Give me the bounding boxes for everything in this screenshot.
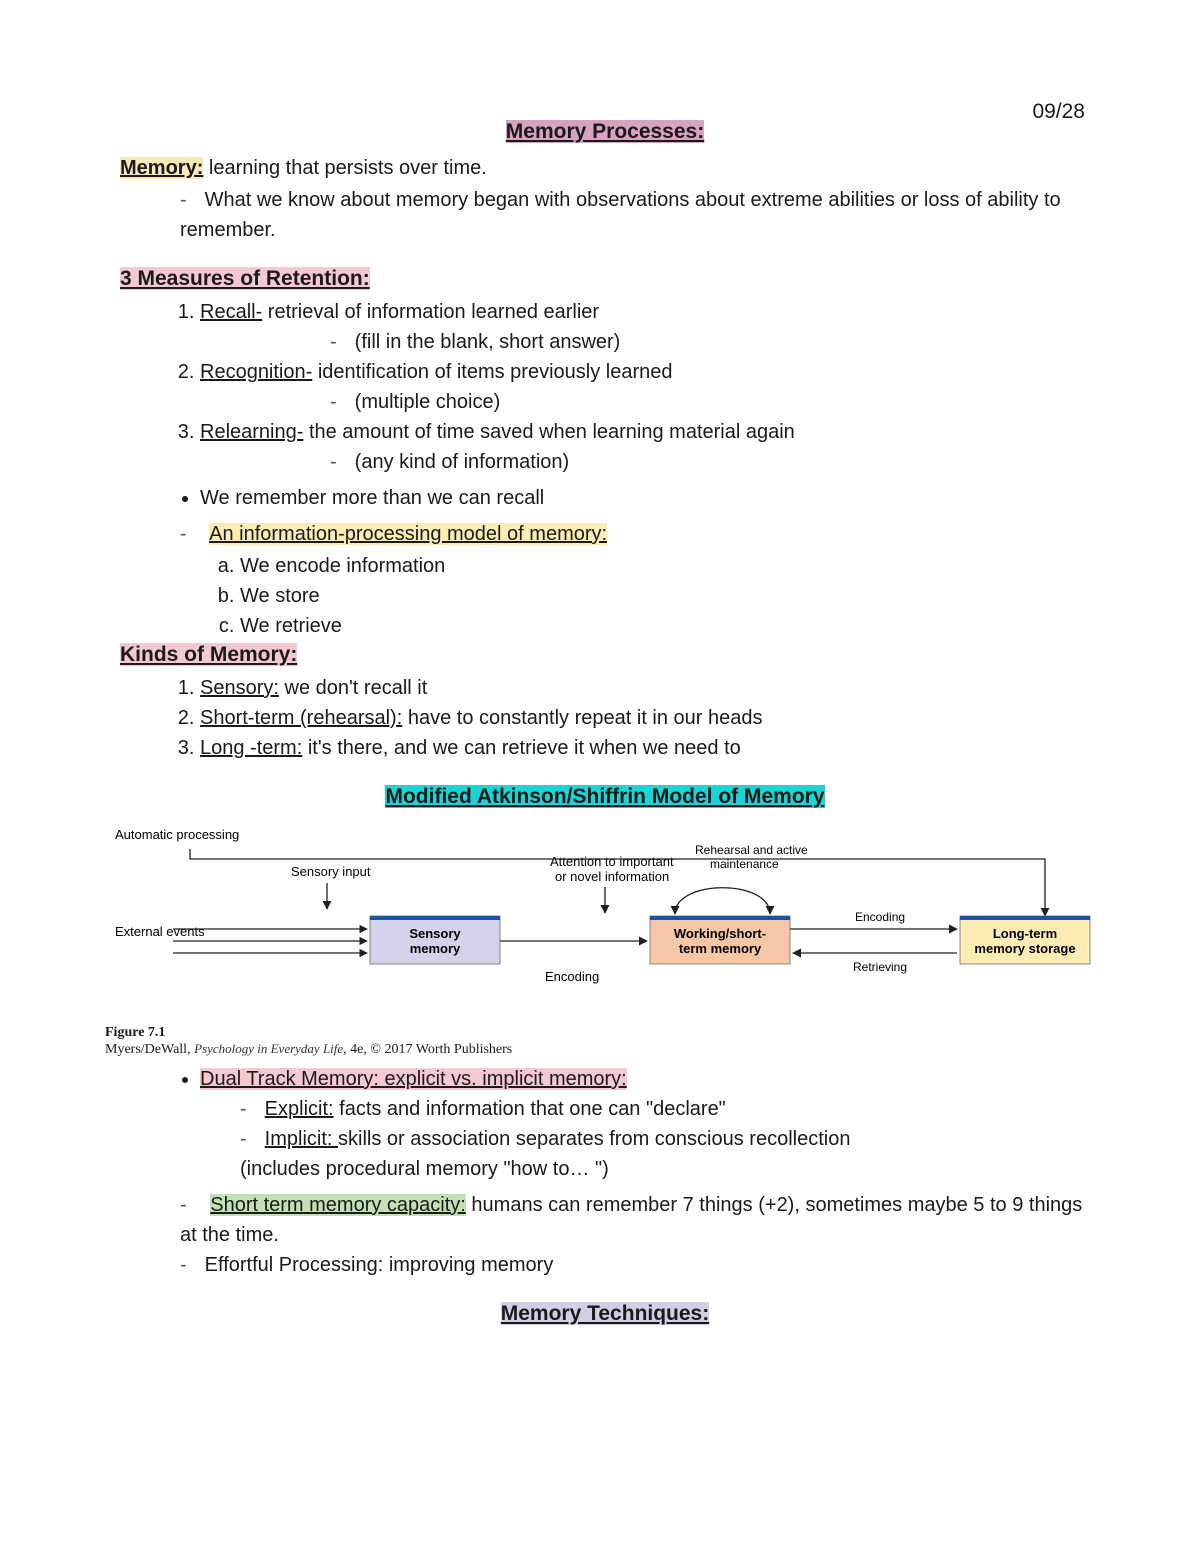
stm-list: Short term memory capacity: humans can r… — [120, 1190, 1090, 1280]
memory-sub-list: What we know about memory began with obs… — [120, 185, 1090, 245]
techniques-title: Memory Techniques: — [501, 1302, 709, 1325]
sub-list: (any kind of information) — [200, 447, 1090, 477]
figure-source: Myers/DeWall, Psychology in Everyday Lif… — [105, 1041, 1090, 1058]
techniques-title-row: Memory Techniques: — [120, 1302, 1090, 1326]
main-title-row: Memory Processes: — [120, 120, 1090, 144]
figure-number: Figure 7.1 — [105, 1025, 1090, 1041]
sensory-input-label: Sensory input — [291, 864, 371, 879]
attention-label-1: Attention to important — [550, 854, 674, 869]
memory-definition-row: Memory: learning that persists over time… — [120, 154, 1090, 183]
term: Recognition- — [200, 361, 312, 383]
def: identification of items previously learn… — [312, 361, 672, 383]
list-item: Sensory: we don't recall it — [200, 673, 1090, 703]
date-text: 09/28 — [1032, 100, 1085, 124]
implicit-def: skills or association separates from con… — [338, 1128, 850, 1150]
step: We store — [240, 581, 1090, 611]
implicit-note: (includes procedural memory "how to… ") — [240, 1154, 1090, 1184]
retention-extra-list: We remember more than we can recall — [120, 483, 1090, 513]
box2-label-b: term memory — [679, 941, 762, 956]
dual-track-title: Dual Track Memory: explicit vs. implicit… — [200, 1068, 627, 1090]
memory-sub-item: What we know about memory began with obs… — [180, 185, 1090, 245]
fig-src-suffix: , 4e, © 2017 Worth Publishers — [343, 1042, 512, 1057]
term: Long -term: — [200, 737, 302, 759]
model-title: Modified Atkinson/Shiffrin Model of Memo… — [385, 785, 824, 808]
retention-extra: We remember more than we can recall — [200, 483, 1090, 513]
term: Short-term (rehearsal): — [200, 707, 402, 729]
box3-label-b: memory storage — [974, 941, 1075, 956]
note: (any kind of information) — [330, 447, 1090, 477]
memory-model-diagram: Automatic processing Sensory input Atten… — [105, 821, 1090, 1021]
box1-label-b: memory — [410, 941, 461, 956]
stm-row: Short term memory capacity: humans can r… — [180, 1190, 1090, 1250]
def: the amount of time saved when learning m… — [303, 421, 794, 443]
sub-list: (fill in the blank, short answer) — [200, 327, 1090, 357]
retrieving-label: Retrieving — [853, 960, 907, 974]
retention-heading-row: 3 Measures of Retention: — [120, 267, 1090, 291]
kinds-heading-row: Kinds of Memory: — [120, 643, 1090, 667]
main-title: Memory Processes: — [506, 120, 704, 143]
list-item: Relearning- the amount of time saved whe… — [200, 417, 1090, 477]
list-item: Short-term (rehearsal): have to constant… — [200, 703, 1090, 733]
sub-list: (multiple choice) — [200, 387, 1090, 417]
term: Sensory: — [200, 677, 279, 699]
box3-label-a: Long-term — [993, 926, 1057, 941]
box1-label-a: Sensory — [409, 926, 461, 941]
dual-track-sub: Explicit: facts and information that one… — [200, 1094, 1090, 1184]
kinds-title: Kinds of Memory: — [120, 643, 297, 666]
implicit-term: Implicit: — [265, 1128, 338, 1150]
def: retrieval of information learned earlier — [262, 301, 599, 323]
fig-src-prefix: Myers/DeWall, — [105, 1042, 194, 1057]
encoding-label-lower: Encoding — [545, 969, 599, 984]
dual-track-title-row: Dual Track Memory: explicit vs. implicit… — [200, 1064, 1090, 1184]
effortful-row: Effortful Processing: improving memory — [180, 1250, 1090, 1280]
attention-label-2: or novel information — [555, 869, 669, 884]
diagram-svg: Automatic processing Sensory input Atten… — [105, 821, 1105, 1021]
model-title-row: Modified Atkinson/Shiffrin Model of Memo… — [120, 785, 1090, 809]
implicit-row: Implicit: skills or association separate… — [240, 1124, 1090, 1184]
memory-term: Memory: — [120, 157, 203, 179]
figure-caption: Figure 7.1 Myers/DeWall, Psychology in E… — [105, 1025, 1090, 1058]
term: Recall- — [200, 301, 262, 323]
def: we don't recall it — [279, 677, 427, 699]
def: have to constantly repeat it in our head… — [402, 707, 762, 729]
explicit-term: Explicit: — [265, 1098, 334, 1120]
box2-top — [650, 916, 790, 920]
infomodel-title-row: An information-processing model of memor… — [180, 519, 1090, 549]
rehearsal-loop — [675, 888, 770, 914]
box2-label-a: Working/short- — [674, 926, 766, 941]
infomodel-list: An information-processing model of memor… — [120, 519, 1090, 549]
list-item: Recall- retrieval of information learned… — [200, 297, 1090, 357]
stm-title: Short term memory capacity: — [210, 1194, 466, 1216]
fig-src-italic: Psychology in Everyday Life — [194, 1041, 343, 1056]
encoding-label-right: Encoding — [855, 910, 905, 924]
external-label-1: External events — [115, 924, 205, 939]
retention-title: 3 Measures of Retention: — [120, 267, 370, 290]
explicit-def: facts and information that one can "decl… — [334, 1098, 726, 1120]
step: We retrieve — [240, 611, 1090, 641]
page: 09/28 Memory Processes: Memory: learning… — [0, 0, 1200, 1553]
note: (multiple choice) — [330, 387, 1090, 417]
list-item: Recognition- identification of items pre… — [200, 357, 1090, 417]
explicit-row: Explicit: facts and information that one… — [240, 1094, 1090, 1124]
auto-label: Automatic processing — [115, 827, 239, 842]
kinds-list: Sensory: we don't recall it Short-term (… — [120, 673, 1090, 763]
infomodel-steps: We encode information We store We retrie… — [120, 551, 1090, 641]
box1-top — [370, 916, 500, 920]
dual-track-list: Dual Track Memory: explicit vs. implicit… — [120, 1064, 1090, 1184]
step: We encode information — [240, 551, 1090, 581]
term: Relearning- — [200, 421, 303, 443]
box3-top — [960, 916, 1090, 920]
memory-def: learning that persists over time. — [203, 157, 486, 179]
note: (fill in the blank, short answer) — [330, 327, 1090, 357]
def: it's there, and we can retrieve it when … — [302, 737, 741, 759]
retention-list: Recall- retrieval of information learned… — [120, 297, 1090, 477]
list-item: Long -term: it's there, and we can retri… — [200, 733, 1090, 763]
infomodel-title: An information-processing model of memor… — [209, 523, 607, 545]
rehearsal-label-1: Rehearsal and active — [695, 843, 808, 857]
